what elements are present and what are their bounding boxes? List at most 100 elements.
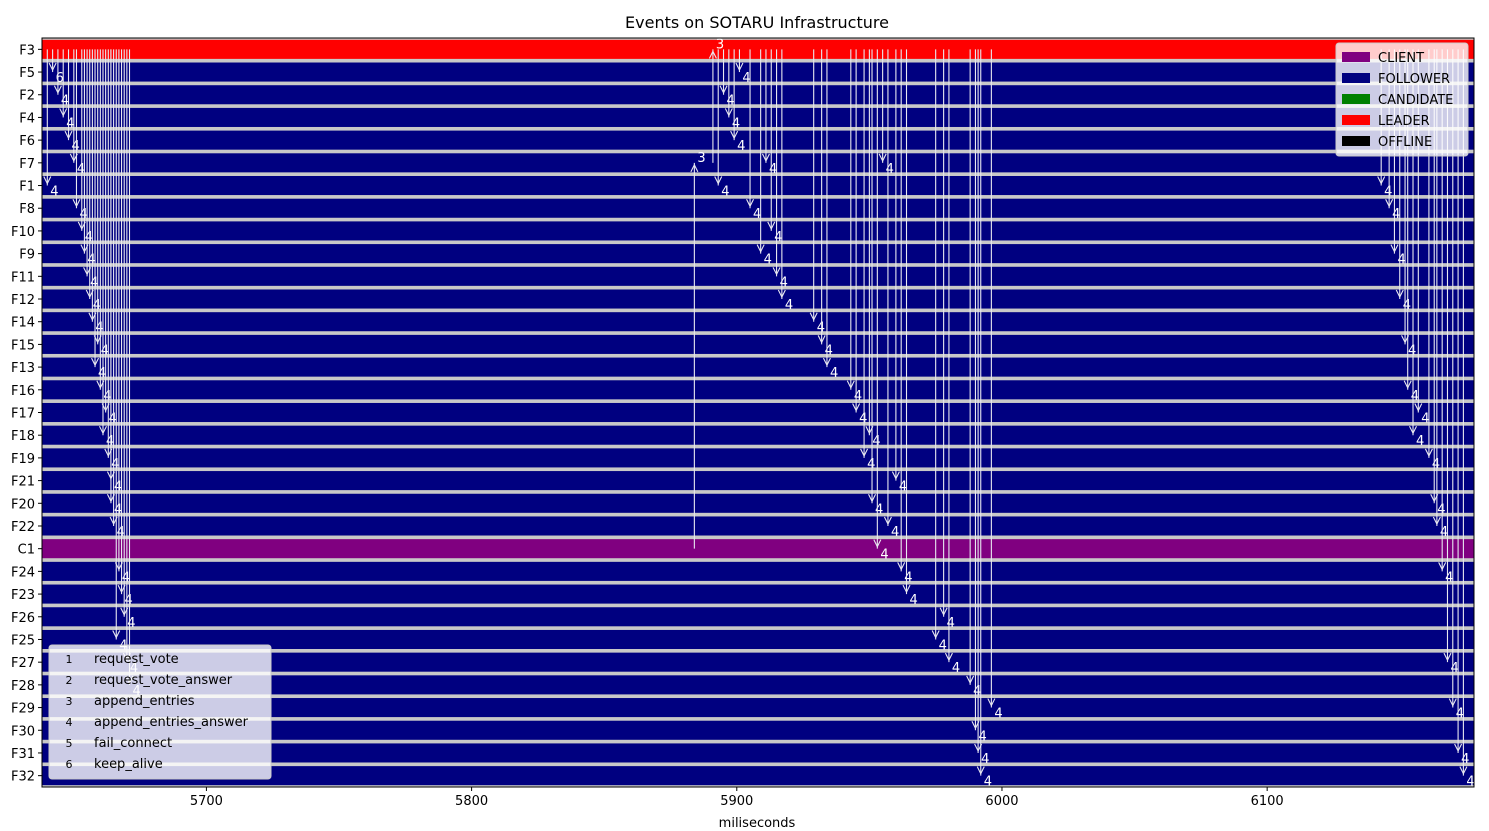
event-arrow: 4	[767, 49, 783, 245]
lanes	[42, 39, 1474, 786]
event-arrowhead	[1424, 448, 1433, 458]
event-arrowhead	[1459, 766, 1468, 775]
chart-title: Events on SOTARU Infrastructure	[625, 13, 889, 32]
event-label: 4	[742, 71, 750, 86]
state-legend-box	[1335, 42, 1469, 157]
event-legend-code: 6	[66, 758, 73, 771]
event-arrow: 4	[1454, 49, 1469, 767]
lane-f10	[42, 221, 1474, 241]
event-arrow: 4	[846, 49, 862, 404]
event-label: 4	[854, 389, 862, 404]
event-arrowhead	[1377, 176, 1386, 185]
lane-f3	[42, 39, 1474, 59]
event-arrowhead	[91, 357, 100, 367]
lane-f30	[42, 720, 1474, 740]
event-arrow: 4	[756, 49, 772, 268]
lane-f6	[42, 130, 1474, 150]
event-label: 4	[122, 570, 130, 585]
event-label: 4	[1392, 207, 1400, 222]
event-arrow: 4	[59, 49, 74, 131]
event-label: 4	[1411, 389, 1419, 404]
event-label: 4	[101, 343, 109, 358]
event-arrowhead	[883, 516, 892, 526]
event-label: 4	[891, 525, 899, 540]
event-label: 4	[1408, 343, 1416, 358]
event-label: 4	[98, 366, 106, 381]
event-arrowhead	[48, 62, 57, 72]
event-label: 4	[952, 661, 960, 676]
event-arrow: 4	[1459, 49, 1475, 790]
event-label: 4	[125, 593, 133, 608]
lane-f2	[42, 85, 1474, 105]
lane-f17	[42, 402, 1474, 423]
event-legend-label: keep_alive	[94, 757, 163, 772]
event-arrowhead	[772, 267, 781, 276]
event-arrowhead	[868, 494, 877, 503]
event-label: 4	[769, 162, 777, 177]
lane-f19	[42, 448, 1474, 468]
event-arrowhead	[860, 448, 869, 458]
y-tick-label: F27	[11, 656, 35, 671]
plot-frame	[41, 37, 1475, 788]
event-label: 4	[910, 593, 918, 608]
event-arrowhead	[756, 244, 765, 253]
state-legend-swatch	[1342, 115, 1370, 125]
event-label: 6	[56, 71, 64, 86]
event-arrowhead	[1438, 562, 1447, 571]
event-legend-label: fail_connect	[94, 736, 172, 751]
lane-f21	[42, 471, 1474, 491]
lane-c1	[42, 539, 1474, 559]
event-arrow: 4	[735, 49, 751, 86]
event-arrowhead	[719, 85, 728, 94]
y-tick-label: F2	[19, 89, 35, 104]
event-arrow: 4	[43, 49, 59, 200]
event-label: 4	[978, 729, 986, 744]
event-label: 4	[973, 684, 981, 699]
event-arrow: 4	[883, 49, 899, 540]
lane-f26	[42, 607, 1474, 627]
event-label: 4	[103, 389, 111, 404]
y-tick-label: F26	[11, 611, 35, 626]
event-arrowhead	[897, 562, 906, 571]
event-arrowhead	[891, 471, 900, 480]
x-tick-label: 5800	[455, 794, 488, 809]
event-arrowhead	[939, 607, 948, 617]
lane-f9	[42, 244, 1474, 264]
event-label: 4	[859, 412, 867, 427]
y-tick-label: F9	[19, 248, 35, 263]
event-label: 4	[77, 162, 85, 177]
event-arrowhead	[846, 380, 855, 390]
event-legend-code: 5	[66, 737, 73, 750]
event-label: 4	[1456, 707, 1464, 722]
x-tick-label: 5700	[190, 794, 223, 809]
event-arrow: 4	[976, 49, 992, 790]
lane-f5	[42, 62, 1474, 82]
x-tick-label: 5900	[720, 794, 753, 809]
y-tick-label: F28	[11, 679, 35, 694]
event-arrowhead	[1448, 698, 1457, 707]
event-legend: 1 request_vote 2 request_vote_answer 3 append…	[48, 644, 272, 780]
event-label: 4	[1416, 434, 1424, 449]
event-label: 4	[737, 139, 745, 154]
event-label: 4	[785, 298, 793, 313]
event-label: 3	[716, 37, 724, 52]
legends: CLIENT FOLLOWER CANDIDATE LEADER OFFLINE 1 req…	[48, 42, 1469, 780]
event-arrow: 4	[714, 49, 730, 200]
event-arrowhead	[1443, 652, 1452, 662]
state-legend-label: FOLLOWER	[1378, 72, 1450, 87]
event-legend-label: request_vote_answer	[94, 673, 233, 688]
event-arrowhead	[99, 425, 107, 435]
event-arrow: 4	[860, 49, 875, 472]
event-arrowhead	[761, 153, 770, 163]
event-arrowhead	[730, 130, 739, 140]
event-label: 4	[886, 162, 894, 177]
event-label: 4	[1384, 185, 1392, 200]
event-label: 4	[61, 94, 69, 109]
lane-f4	[42, 107, 1474, 127]
event-label: 4	[947, 616, 955, 631]
state-legend-label: OFFLINE	[1378, 135, 1432, 150]
lane-f1	[42, 175, 1474, 196]
event-arrowhead	[817, 335, 826, 344]
y-tick-label: F6	[19, 134, 35, 149]
lane-f13	[42, 357, 1474, 377]
